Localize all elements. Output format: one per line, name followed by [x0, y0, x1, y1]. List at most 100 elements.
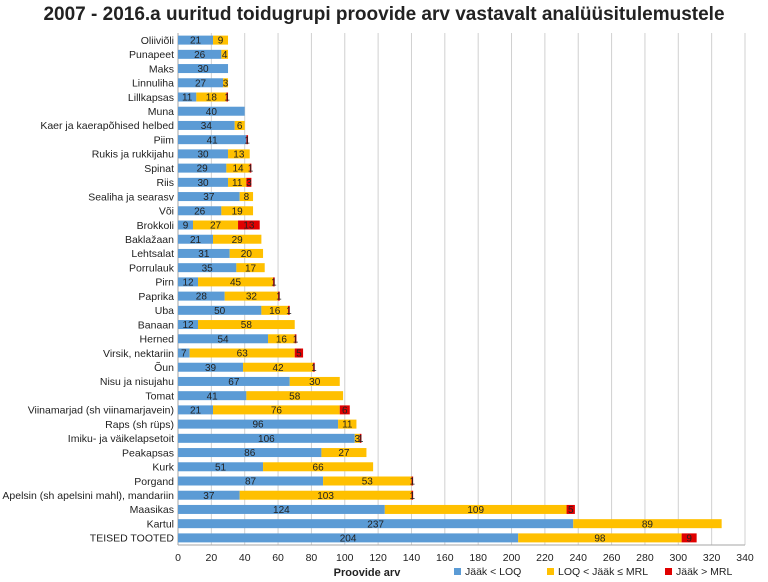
data-label: 1 — [311, 363, 317, 374]
data-label: 18 — [206, 93, 218, 104]
data-label: 28 — [196, 292, 208, 303]
data-label: 8 — [244, 192, 250, 203]
data-label: 5 — [296, 349, 302, 360]
category-label: Või — [159, 206, 174, 218]
data-label: 11 — [182, 93, 193, 104]
data-label: 58 — [289, 391, 301, 402]
x-tick-label: 120 — [369, 552, 387, 564]
bar-segment — [238, 220, 260, 230]
x-tick-labels: 0 20 40 60 80 100 120 140 160 180 200 220 240 260 280 3… — [175, 552, 754, 564]
x-tick-label: 280 — [636, 552, 654, 564]
data-label: 30 — [197, 149, 209, 160]
data-label: 3 — [223, 78, 229, 89]
category-label: Uba — [155, 305, 174, 317]
category-label: Baklažaan — [125, 234, 174, 246]
data-label: 76 — [271, 405, 283, 416]
bar-segment — [178, 263, 237, 273]
data-label: 4 — [222, 50, 228, 61]
legend-label: LOQ < Jääk ≤ MRL — [558, 566, 648, 578]
data-label: 27 — [195, 78, 207, 89]
data-label: 17 — [245, 263, 257, 274]
category-label: Punapeet — [129, 49, 174, 61]
category-label: Virsik, nektariin — [103, 348, 174, 360]
bar-segment — [273, 277, 275, 287]
category-label: Rukis ja rukkijahu — [92, 149, 174, 161]
bar-segment — [178, 405, 214, 415]
category-label: Muna — [148, 106, 174, 118]
data-label: 41 — [207, 135, 219, 146]
category-label: Maasikas — [130, 504, 174, 516]
data-label: 40 — [206, 107, 218, 118]
category-label: Apelsin (sh apelsini mahl), mandariin — [2, 490, 174, 502]
bar-segment — [239, 490, 412, 500]
x-tick-label: 140 — [403, 552, 421, 564]
data-label: 1 — [248, 164, 254, 175]
data-label: 27 — [210, 221, 222, 232]
data-label: 58 — [241, 320, 253, 331]
data-label: 27 — [338, 448, 350, 459]
data-label: 1 — [244, 135, 250, 146]
data-label: 19 — [232, 206, 244, 217]
category-label: Peakapsas — [122, 447, 174, 459]
data-label: 42 — [272, 363, 284, 374]
bar-segment — [213, 405, 340, 415]
bar-segment — [681, 533, 697, 543]
bar-segment — [198, 320, 295, 330]
x-tick-label: 220 — [536, 552, 554, 564]
category-label: Nisu ja nisujahu — [100, 376, 174, 388]
x-tick-label: 200 — [503, 552, 521, 564]
data-label: 26 — [194, 206, 206, 217]
category-label: Lehtsalat — [131, 248, 174, 260]
data-label: 1 — [358, 434, 364, 445]
bar-segment — [178, 248, 230, 258]
bar-segment — [359, 433, 362, 443]
bar-segment — [249, 163, 252, 173]
chart-title: 2007 - 2016.a uuritud toidugrupi proovid… — [43, 4, 725, 25]
bar-segment — [178, 348, 190, 358]
bar-segment — [566, 504, 575, 514]
bars — [178, 35, 722, 543]
bar-segment — [178, 120, 235, 130]
data-label: 21 — [190, 405, 202, 416]
category-label: Spinat — [144, 163, 174, 175]
data-label: 13 — [243, 221, 255, 232]
bar-segment — [178, 462, 264, 472]
bar-segment — [178, 504, 385, 514]
bar-segment — [224, 291, 279, 301]
bar-segment — [236, 263, 265, 273]
data-label: 89 — [642, 519, 654, 530]
bar-segment — [178, 391, 247, 401]
x-tick-label: 100 — [336, 552, 354, 564]
category-label: Imiku- ja väikelapsetoit — [68, 433, 174, 445]
data-label: 37 — [203, 491, 215, 502]
bar-segment — [198, 277, 274, 287]
x-tick-label: 300 — [670, 552, 688, 564]
x-tick-label: 260 — [603, 552, 621, 564]
category-label: Oliiviõli — [141, 35, 174, 47]
bar-segment — [178, 490, 240, 500]
bar-segment — [213, 35, 229, 45]
bar-segment — [323, 476, 412, 486]
data-label: 204 — [340, 533, 357, 544]
data-label: 96 — [252, 420, 264, 431]
data-label: 51 — [215, 462, 227, 473]
bar-segment — [213, 234, 262, 244]
bar-segment — [384, 504, 567, 514]
bar-segment — [246, 177, 252, 187]
data-label: 1 — [286, 306, 292, 317]
bar-segment — [226, 92, 229, 102]
data-label: 9 — [218, 36, 224, 47]
bar-segment — [261, 305, 289, 315]
category-label: Sealiha ja searasv — [88, 191, 175, 203]
x-tick-label: 180 — [469, 552, 487, 564]
bar-segment — [178, 433, 355, 443]
data-label: 1 — [276, 292, 282, 303]
data-label: 34 — [201, 121, 213, 132]
category-label: Kartul — [147, 518, 174, 530]
data-label: 21 — [190, 235, 202, 246]
bar-segment — [313, 362, 315, 372]
bar-segment — [239, 192, 254, 202]
category-label: TEISED TOOTED — [90, 533, 175, 545]
category-label: Herned — [140, 334, 175, 346]
bar-segment — [178, 234, 214, 244]
